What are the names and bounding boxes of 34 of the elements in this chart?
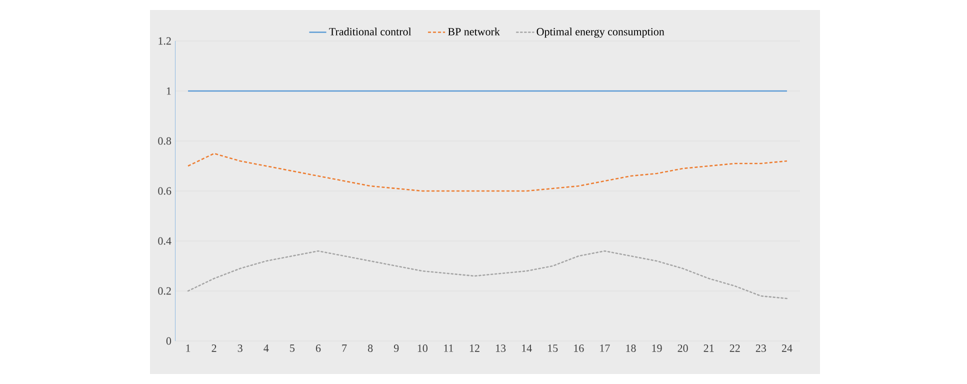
x-tick-label: 16 — [574, 344, 584, 352]
y-tick-label: 0.8 — [158, 137, 172, 145]
y-tick-label: 0.2 — [158, 287, 171, 295]
x-tick-label: 20 — [678, 344, 688, 352]
legend-label: Optimal energy consumption — [536, 28, 664, 38]
y-tick-label: 0.4 — [158, 237, 172, 245]
x-tick-label: 14 — [522, 344, 532, 352]
x-tick-label: 5 — [290, 344, 295, 352]
x-tick-label: 7 — [342, 344, 347, 352]
x-tick-label: 6 — [316, 344, 321, 352]
x-tick-label: 24 — [782, 344, 792, 352]
x-tick-label: 19 — [652, 344, 662, 352]
x-tick-label: 10 — [418, 344, 428, 352]
x-tick-label: 2 — [212, 344, 216, 352]
x-tick-label: 12 — [470, 344, 480, 352]
x-tick-label: 4 — [264, 344, 269, 352]
legend-label: Traditional control — [329, 28, 412, 36]
x-tick-label: 9 — [394, 344, 399, 352]
y-tick-label: 0.6 — [158, 187, 172, 195]
x-tick-label: 8 — [368, 344, 373, 352]
x-tick-label: 13 — [496, 344, 506, 352]
y-tick-label: 1 — [166, 87, 171, 95]
x-tick-label: 23 — [756, 344, 766, 352]
x-tick-label: 18 — [626, 344, 636, 352]
x-tick-label: 21 — [704, 344, 714, 352]
x-tick-label: 22 — [730, 344, 740, 352]
y-tick-label: 1.2 — [158, 37, 171, 45]
x-tick-label: 11 — [444, 344, 454, 352]
x-tick-label: 15 — [548, 344, 558, 352]
y-tick-label: 0 — [166, 337, 172, 345]
x-tick-label: 17 — [600, 344, 610, 352]
x-tick-label: 1 — [186, 344, 190, 352]
x-tick-label: 3 — [238, 344, 242, 352]
legend-label: BP network — [448, 28, 500, 36]
